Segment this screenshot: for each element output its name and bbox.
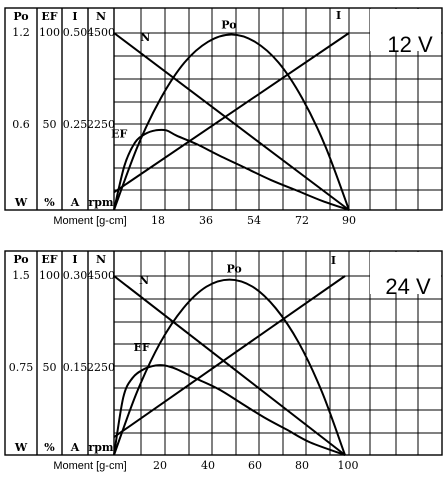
column-header: Po <box>13 10 28 23</box>
column-header: N <box>96 10 106 23</box>
x-tick-label: 60 <box>248 459 262 472</box>
series-line-i <box>113 275 346 438</box>
column-top-value: 0.30 <box>63 269 88 282</box>
column-unit: rpm <box>88 196 113 209</box>
series-label-n: N <box>139 274 149 287</box>
x-tick-label: 18 <box>151 214 165 227</box>
column-unit: rpm <box>88 441 113 454</box>
column-mid-value: 0.15 <box>63 361 88 374</box>
chart-panel-1: 12 V Po 1.2 0.6 W EF 100 50% I 0.50 0.25 A N 4500 2250… <box>4 7 443 227</box>
column-header: EF <box>41 253 57 266</box>
x-axis-label: Moment [g-cm] <box>53 215 126 227</box>
series-label-ef: EF <box>111 127 127 140</box>
x-tick-label: 36 <box>199 214 213 227</box>
series-line-n <box>113 275 346 456</box>
column-unit: W <box>14 441 28 454</box>
series-label-ef: EF <box>134 341 150 354</box>
column-header: N <box>96 253 106 266</box>
series-line-n <box>113 32 350 211</box>
column-top-value: 100 <box>39 26 60 39</box>
column-top-value: 4500 <box>87 26 115 39</box>
x-tick-label: 80 <box>295 459 309 472</box>
voltage-label: 12 V <box>387 32 433 57</box>
column-mid-value: 0.25 <box>63 118 88 131</box>
column-unit: % <box>44 196 55 209</box>
series-label-i: I <box>336 9 341 22</box>
x-tick-label: 100 <box>338 459 359 472</box>
column-top-value: 0.50 <box>63 26 88 39</box>
column-unit: W <box>14 196 28 209</box>
series-label-po: Po <box>226 262 241 275</box>
series-line-ef <box>113 128 350 211</box>
series-label-po: Po <box>221 19 236 32</box>
column-header: EF <box>41 10 57 23</box>
column-mid-value: 50 <box>43 361 57 374</box>
column-mid-value: 0.75 <box>9 361 34 374</box>
x-tick-label: 72 <box>295 214 309 227</box>
column-top-value: 100 <box>39 269 60 282</box>
column-mid-value: 2250 <box>87 361 115 374</box>
voltage-label-box <box>370 252 441 294</box>
column-mid-value: 50 <box>43 118 57 131</box>
series-line-po <box>113 33 350 211</box>
column-unit: % <box>44 441 55 454</box>
series-line-ef <box>113 364 346 456</box>
x-tick-label: 54 <box>247 214 261 227</box>
column-header: I <box>72 10 77 23</box>
series-label-n: N <box>140 31 150 44</box>
chart-frame <box>4 7 443 211</box>
column-top-value: 4500 <box>87 269 115 282</box>
column-header: Po <box>13 253 28 266</box>
column-unit: A <box>70 441 80 454</box>
x-axis-label: Moment [g-cm] <box>53 460 126 472</box>
column-top-value: 1.5 <box>12 269 30 282</box>
series-label-i: I <box>331 254 336 267</box>
column-top-value: 1.2 <box>12 26 30 39</box>
x-tick-label: 90 <box>342 214 356 227</box>
column-header: I <box>72 253 77 266</box>
x-tick-label: 20 <box>153 459 167 472</box>
column-unit: A <box>70 196 80 209</box>
voltage-label-box <box>370 9 441 51</box>
chart-frame <box>4 250 443 456</box>
series-line-po <box>113 278 346 456</box>
column-mid-value: 0.6 <box>12 118 30 131</box>
column-mid-value: 2250 <box>87 118 115 131</box>
voltage-label: 24 V <box>385 274 431 299</box>
series-line-i <box>113 32 350 194</box>
chart-panel-2: 24 V Po 1.5 0.75 W EF 100 50% I 0.30 0.15 A N 4500 225… <box>4 250 443 472</box>
x-tick-label: 40 <box>201 459 215 472</box>
